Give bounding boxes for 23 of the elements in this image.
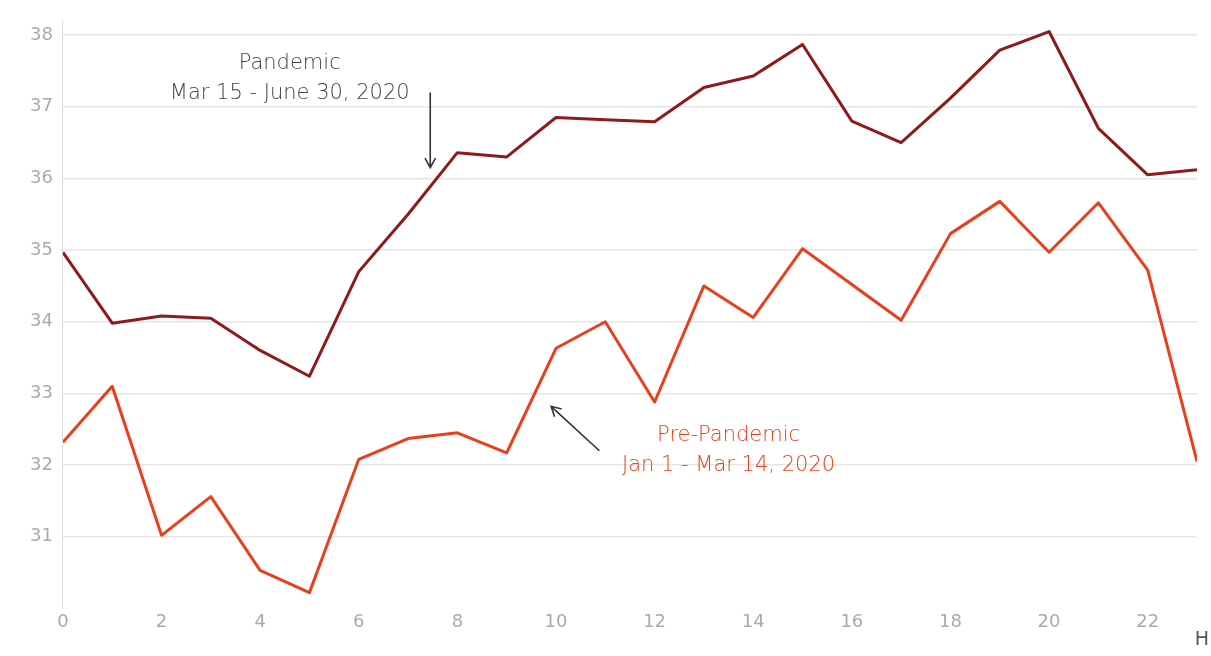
y-tick-label: 32: [30, 452, 53, 474]
x-tick-label: 0: [57, 609, 69, 631]
y-tick-label: 33: [30, 381, 53, 403]
y-tick-label: 36: [30, 166, 53, 188]
x-tick-label: 20: [1037, 609, 1061, 631]
x-tick-label: 12: [643, 609, 667, 631]
y-tick-label: 38: [30, 22, 53, 44]
annotation: Pandemic Mar 15 - June 30, 2020: [169, 49, 410, 104]
x-tick-label: 14: [741, 609, 765, 631]
x-tick-label: 16: [840, 609, 864, 631]
x-tick-label: 6: [353, 609, 365, 631]
y-tick-label: 31: [30, 524, 53, 546]
y-tick-label: 37: [30, 94, 53, 116]
y-tick-label: 34: [30, 309, 53, 331]
x-tick-label: 18: [939, 609, 962, 631]
x-axis-title: H: [1194, 626, 1209, 649]
x-tick-label: 22: [1136, 609, 1160, 631]
x-tick-label: 4: [254, 609, 266, 631]
x-tick-label: 10: [544, 609, 568, 631]
x-tick-label: 2: [155, 609, 168, 631]
annotation: Pre-Pandemic Jan 1 - Mar 14, 2020: [621, 422, 836, 477]
x-tick-label: 8: [451, 609, 464, 631]
y-tick-label: 35: [30, 237, 53, 259]
